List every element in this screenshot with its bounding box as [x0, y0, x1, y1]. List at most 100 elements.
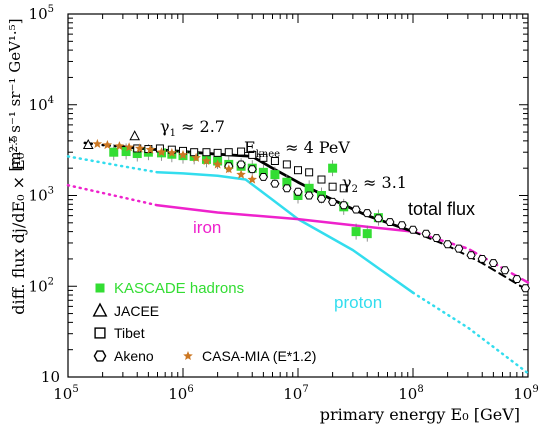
- casa-mia-e-1-2-point: [167, 147, 177, 157]
- total-flux-label: total flux: [408, 199, 475, 219]
- kascade-hadrons-point: [362, 229, 372, 239]
- tibet-point: [305, 168, 314, 177]
- akeno-point: [431, 234, 442, 242]
- tibet-point: [190, 148, 199, 157]
- x-tick-label: 107: [283, 384, 308, 403]
- y-tick-label: 105: [29, 4, 54, 23]
- kascade-hadrons-point: [121, 147, 131, 157]
- akeno-point: [270, 179, 280, 188]
- jacee-point: [82, 138, 94, 150]
- tibet-point: [317, 175, 326, 184]
- akeno-point: [397, 221, 407, 230]
- gamma2-annotation: γ2 ≈ 3.1: [342, 173, 407, 195]
- legend-label-jacee: JACEE: [114, 303, 159, 319]
- casa-mia-e-1-2-point: [102, 140, 113, 150]
- y-axis-label: diff. flux dj/dE₀ × E₀2.5: [7, 135, 28, 315]
- legend-marker-kascade-hadrons: [95, 283, 105, 293]
- tibet-point: [213, 148, 222, 157]
- legend: KASCADE hadrons JACEE Tibet Akeno CASA-MIA (…: [92, 280, 316, 364]
- tibet-point: [237, 147, 246, 156]
- tibet-point: [294, 166, 302, 175]
- iron-label: iron: [193, 218, 221, 237]
- akeno-point: [293, 187, 303, 196]
- legend-label-kascade-hadrons: KASCADE hadrons: [114, 280, 244, 297]
- akeno-point: [304, 191, 314, 200]
- y-tick-label: 10: [41, 368, 60, 386]
- akeno-point: [328, 197, 338, 206]
- kascade-hadrons-point: [258, 167, 268, 177]
- akeno-point: [339, 201, 349, 210]
- akeno-point: [236, 160, 246, 169]
- kascade-hadrons-point: [304, 183, 314, 193]
- x-axis-label: primary energy E₀ [GeV]: [320, 405, 520, 424]
- akeno-point: [454, 244, 464, 253]
- akeno-point: [282, 184, 292, 193]
- legend-marker-tibet: [94, 327, 106, 339]
- casa-mia-e-1-2-point: [124, 142, 134, 152]
- akeno-point: [247, 165, 257, 174]
- akeno-point: [373, 214, 383, 223]
- casa-mia-e-1-2-point: [212, 159, 223, 169]
- y-tick-label: 103: [29, 186, 54, 205]
- proton-curve-low-dotted: [66, 155, 159, 174]
- casa-mia-e-1-2-point: [134, 143, 145, 153]
- legend-marker-jacee: [92, 302, 108, 317]
- casa-mia-e-1-2-point: [156, 147, 167, 157]
- legend-label-tibet: Tibet: [114, 325, 145, 341]
- proton-curve: [156, 171, 415, 294]
- x-tick-label: 106: [168, 384, 193, 403]
- tibet-point: [248, 150, 257, 159]
- tibet-point: [328, 182, 337, 191]
- legend-marker-casa-mia-e-1-2: [183, 351, 193, 360]
- akeno-point: [258, 173, 268, 181]
- tibet-point: [202, 148, 211, 157]
- akeno-point: [477, 255, 487, 263]
- casa-mia-e-1-2-point: [224, 164, 234, 174]
- casa-mia-e-1-2-point: [191, 152, 201, 162]
- y-tick-label: 102: [29, 276, 54, 295]
- gamma1-annotation: γ1 ≈ 2.7: [160, 117, 225, 139]
- legend-marker-akeno: [93, 350, 107, 362]
- akeno-point: [520, 284, 530, 293]
- x-tick-label: 105: [53, 384, 78, 403]
- kascade-hadrons-point: [282, 177, 292, 187]
- total-curve-low-dotted: [83, 141, 125, 148]
- akeno-point: [351, 205, 361, 214]
- data-points: [82, 130, 530, 293]
- casa-mia-e-1-2-point: [92, 138, 103, 148]
- casa-mia-e-1-2-point: [145, 144, 156, 154]
- x-tick-label: 108: [398, 384, 423, 403]
- akeno-point: [512, 275, 522, 283]
- jacee-point: [129, 130, 141, 141]
- akeno-point: [385, 218, 395, 226]
- total-curve-high-dashed: [412, 230, 529, 292]
- kascade-hadrons-point: [132, 149, 142, 159]
- kascade-hadrons-point: [270, 170, 280, 180]
- akeno-point: [500, 266, 510, 275]
- axes-labels: 105 106 107 108 109 10 102 103 104 105 primary ene…: [6, 4, 539, 424]
- y-axis-units: [m⁻² s⁻¹ sr⁻¹ GeV¹·⁵]: [6, 18, 24, 171]
- akeno-point: [421, 229, 431, 238]
- x-tick-label: 109: [513, 384, 538, 403]
- akeno-point: [466, 251, 476, 260]
- proton-curve-high-dotted: [411, 291, 530, 375]
- eknee-annotation: Eknee ≈ 4 PeV: [244, 138, 350, 160]
- iron-curve: [156, 204, 415, 233]
- akeno-point: [316, 194, 327, 203]
- tibet-point: [339, 184, 348, 193]
- kascade-hadrons-point: [109, 147, 119, 157]
- tibet-point: [259, 153, 268, 162]
- y-tick-label: 104: [29, 95, 54, 114]
- proton-label: proton: [334, 293, 382, 312]
- tibet-point: [224, 148, 233, 157]
- tibet-point: [270, 156, 279, 165]
- akeno-point: [362, 209, 372, 218]
- casa-mia-e-1-2-point: [236, 169, 246, 179]
- akeno-point: [443, 240, 453, 249]
- iron-curve-low-dotted: [66, 183, 159, 207]
- casa-mia-e-1-2-point: [114, 141, 125, 151]
- akeno-point: [408, 225, 418, 234]
- legend-label-casa-mia-e-1-2: CASA-MIA (E*1.2): [202, 348, 316, 364]
